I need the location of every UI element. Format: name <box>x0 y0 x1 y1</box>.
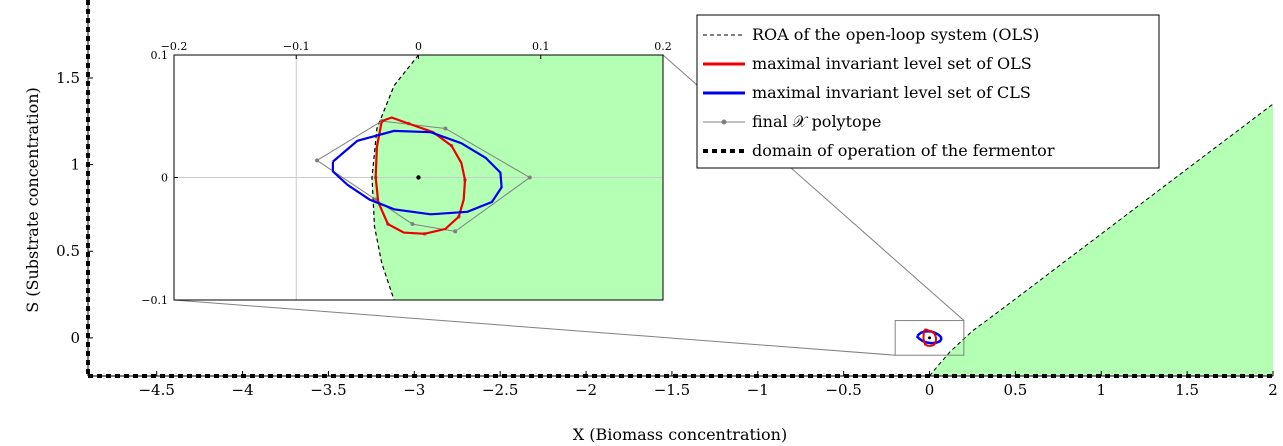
legend: ROA of the open-loop system (OLS) maximal… <box>696 14 1160 169</box>
legend-label-3: maximal invariant level set of CLS <box>752 83 1031 102</box>
main-equilibrium-point <box>928 336 932 340</box>
inset-polytope-vertex <box>315 158 320 163</box>
roa-boundary-line <box>929 103 1273 377</box>
y-tick-label: 1 <box>70 156 80 174</box>
inset-plot: −0.2 −0.1 0 0.1 0.2 0.1 0 −0.1 <box>141 40 671 307</box>
legend-label-1: ROA of the open-loop system (OLS) <box>752 25 1039 44</box>
x-tick-label: −3 <box>403 381 425 399</box>
inset-roa-boundary-line <box>371 55 419 300</box>
inset-x-tick-label: 0 <box>415 40 422 53</box>
zoom-box <box>894 320 965 356</box>
main-ols-level-set <box>922 328 938 347</box>
x-tick-label: −4 <box>232 381 254 399</box>
inset-x-tick-label: 0.1 <box>532 40 550 53</box>
inset-polytope-vertex <box>443 126 448 131</box>
inset-x-tick-label: −0.1 <box>283 40 310 53</box>
x-axis-label: X (Biomass concentration) <box>573 425 787 444</box>
x-tick-label: −1 <box>747 381 769 399</box>
main-plot-area: −4.5 −4 −3.5 −3 −2.5 −2 −1.5 −1 −0.5 0 0.5 1 1.5 2 0 0… <box>56 0 1278 399</box>
y-tick-label: 0 <box>70 329 80 347</box>
zoom-connector-line <box>173 299 896 356</box>
legend-label-5: domain of operation of the fermentor <box>752 141 1055 160</box>
inset-ols-level-set <box>374 116 467 235</box>
x-tick-label: 1.5 <box>1175 381 1199 399</box>
x-tick-label: −2.5 <box>482 381 518 399</box>
inset-polytope-vertex <box>410 222 415 227</box>
x-tick-label: 1 <box>1096 381 1106 399</box>
legend-box <box>696 14 1160 169</box>
x-tick-label: 0 <box>925 381 935 399</box>
y-tick-label: 0.5 <box>56 242 80 260</box>
legend-label-2: maximal invariant level set of OLS <box>752 54 1032 73</box>
y-tick-label: 1.5 <box>56 69 80 87</box>
x-tick-label: −2 <box>575 381 597 399</box>
inset-cls-level-set <box>331 129 503 216</box>
x-tick-label: −1.5 <box>654 381 690 399</box>
x-tick-label: −4.5 <box>138 381 174 399</box>
inset-y-tick-label: −0.1 <box>141 294 168 307</box>
inset-polytope-vertex <box>527 175 532 180</box>
inset-x-tick-label: −0.2 <box>161 40 188 53</box>
x-tick-label: 2 <box>1268 381 1278 399</box>
inset-equilibrium-point <box>416 175 421 180</box>
roa-region <box>929 104 1273 376</box>
legend-label-4: final 𝒳 polytope <box>752 112 881 131</box>
inset-polytope-vertex <box>453 229 458 234</box>
legend-marker <box>721 119 727 125</box>
inset-y-tick-label: 0 <box>161 172 168 185</box>
x-tick-label: 0.5 <box>1003 381 1027 399</box>
y-axis-label: S (Substrate concentration) <box>23 87 42 313</box>
x-tick-label: −3.5 <box>310 381 346 399</box>
inset-y-tick-label: 0.1 <box>151 49 169 62</box>
inset-x-tick-label: 0.2 <box>654 40 672 53</box>
x-tick-label: −0.5 <box>825 381 861 399</box>
